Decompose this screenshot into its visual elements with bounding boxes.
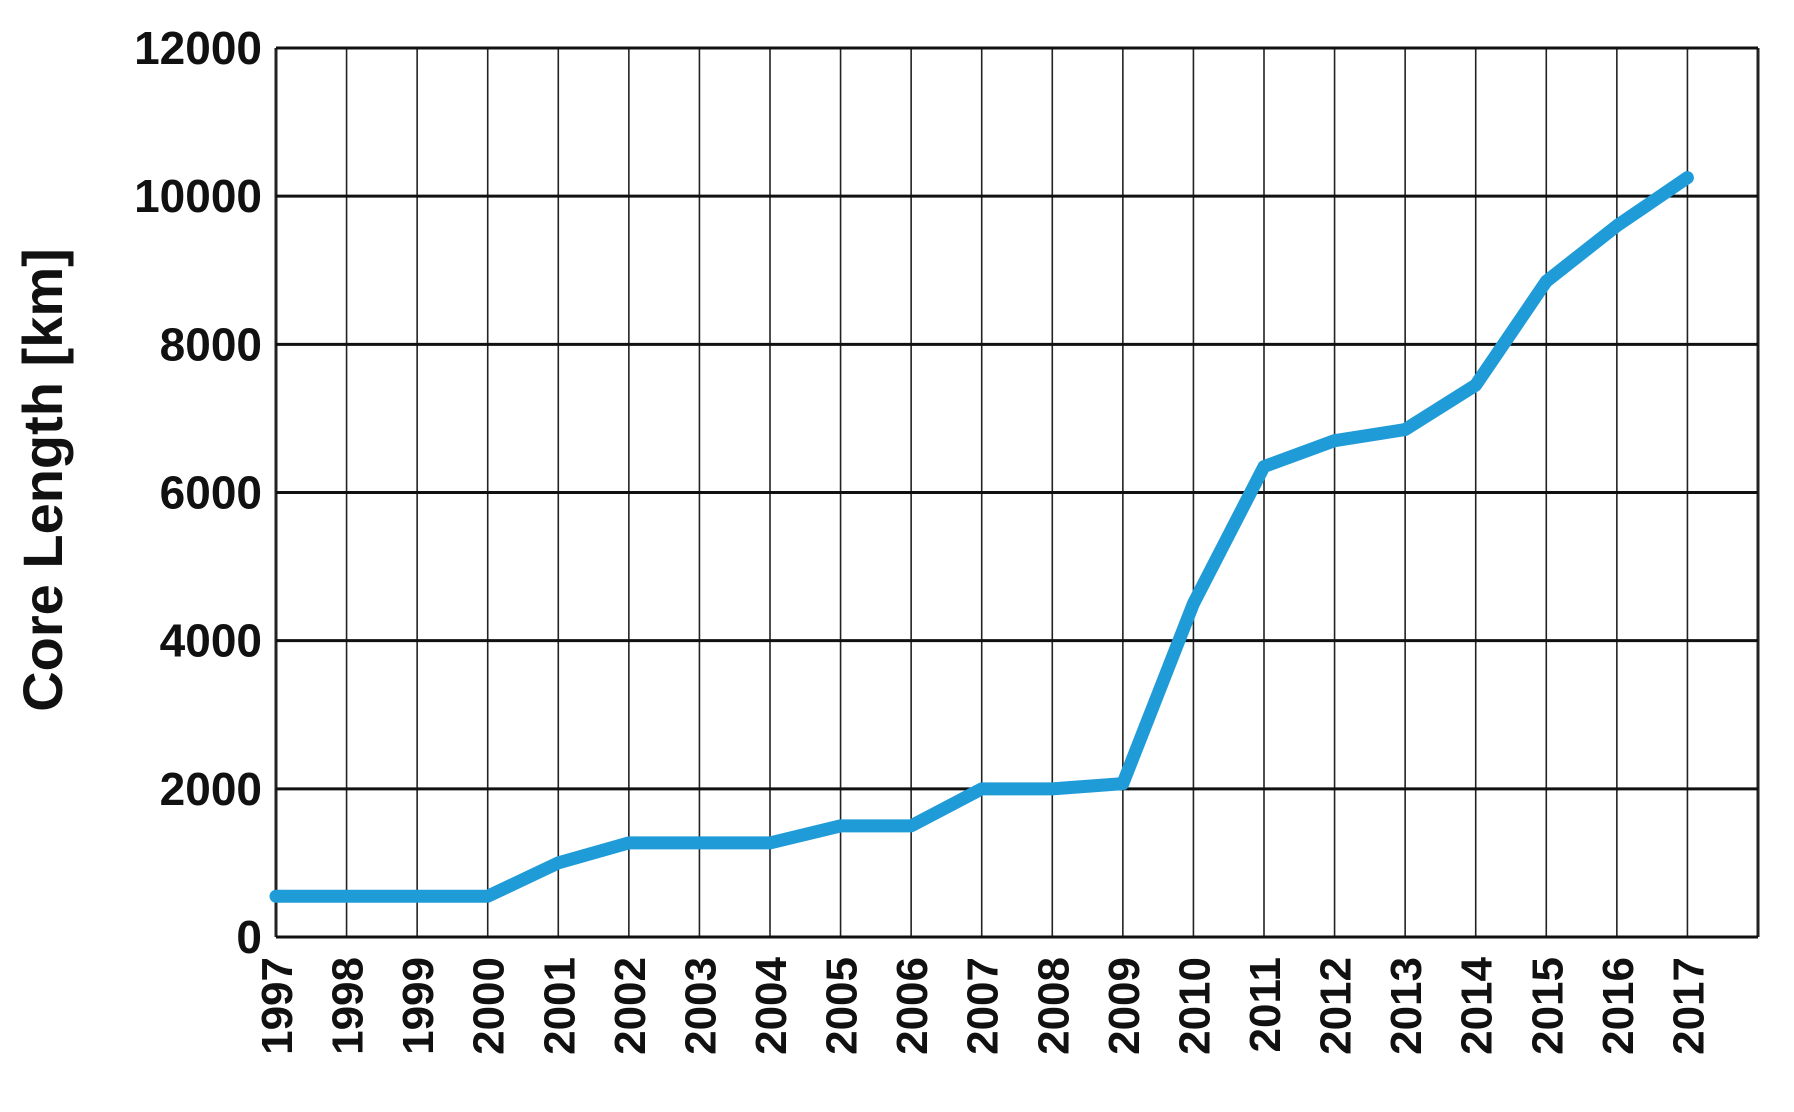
x-tick-label: 2003 — [676, 957, 725, 1055]
x-tick-label: 2012 — [1312, 957, 1361, 1055]
y-tick-label: 0 — [236, 911, 262, 963]
x-tick-labels: 1997 1998 1999 2000 2001 2002 2003 2004 2005 2006… — [253, 956, 1713, 1054]
x-tick-label: 2017 — [1664, 957, 1713, 1055]
y-axis-label: Core Length [km] — [11, 248, 74, 712]
y-tick-label: 2000 — [160, 763, 262, 815]
grid-lines — [274, 46, 1760, 939]
x-tick-label: 1998 — [324, 957, 373, 1055]
x-tick-label: 2002 — [606, 957, 655, 1055]
x-tick-label: 2011 — [1241, 957, 1290, 1052]
x-tick-label: 2005 — [818, 957, 867, 1055]
y-tick-labels: 0 2000 4000 6000 8000 10000 12000 — [134, 22, 262, 963]
x-tick-label: 2008 — [1029, 957, 1078, 1055]
y-tick-label: 6000 — [160, 467, 262, 519]
x-tick-label: 2001 — [535, 957, 584, 1055]
x-tick-label: 2004 — [747, 956, 796, 1054]
x-tick-label: 2000 — [465, 957, 514, 1055]
x-tick-label: 2010 — [1170, 957, 1219, 1055]
x-tick-label: 1999 — [394, 957, 443, 1055]
y-tick-label: 4000 — [160, 615, 262, 667]
y-tick-label: 10000 — [134, 170, 262, 222]
y-tick-label: 8000 — [160, 318, 262, 370]
x-tick-label: 2006 — [888, 957, 937, 1055]
x-tick-label: 2007 — [959, 957, 1008, 1055]
series-layer — [269, 171, 1694, 903]
x-tick-label: 2015 — [1523, 957, 1572, 1055]
x-tick-label: 2013 — [1382, 957, 1431, 1055]
y-tick-label: 12000 — [134, 22, 262, 74]
x-tick-label: 2016 — [1594, 957, 1643, 1055]
x-tick-label: 2014 — [1453, 956, 1502, 1054]
x-tick-label: 1997 — [253, 957, 302, 1055]
x-tick-label: 2009 — [1100, 957, 1149, 1055]
